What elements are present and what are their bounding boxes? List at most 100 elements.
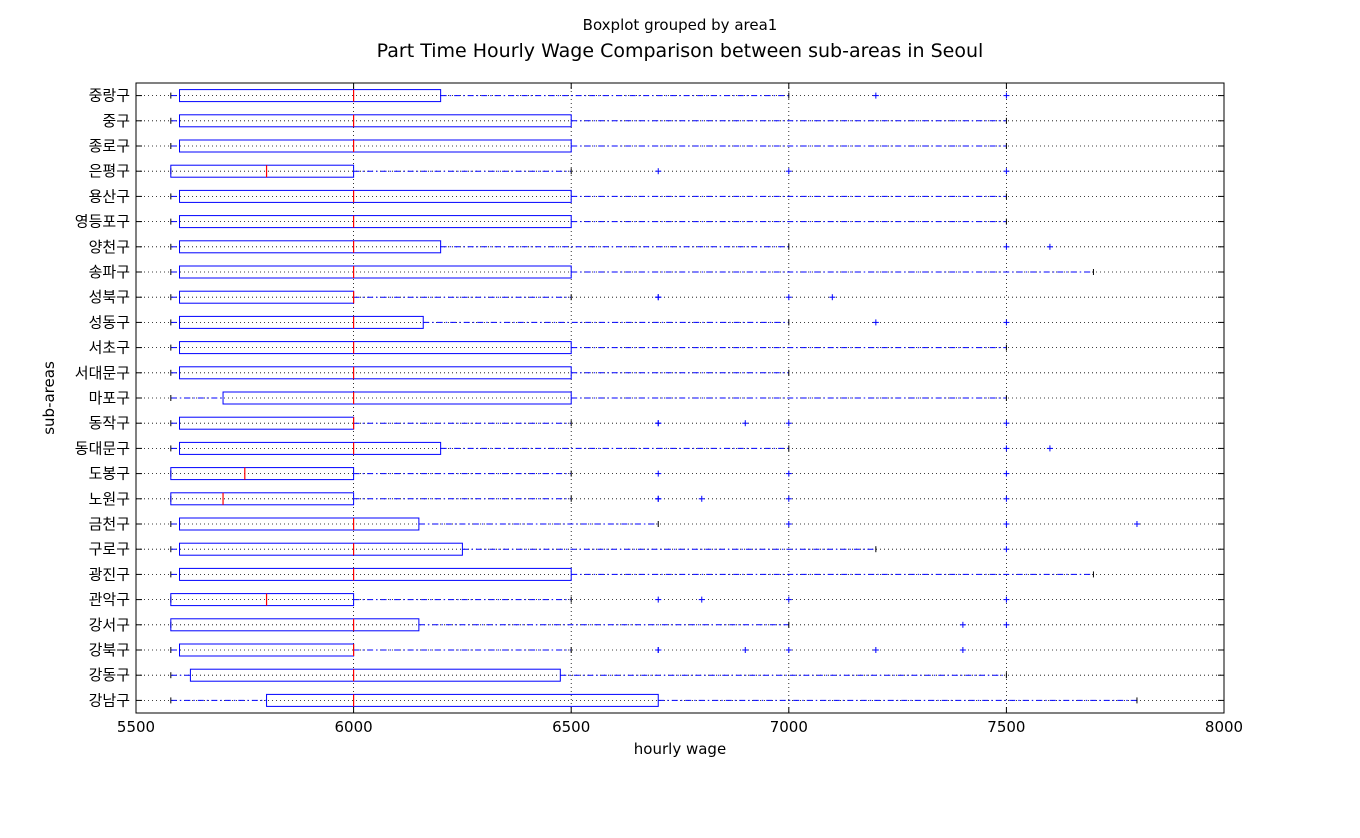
- y-tick-label: 강남구: [89, 691, 130, 709]
- y-tick-label: 마포구: [89, 389, 130, 407]
- y-tick-label: 은평구: [89, 162, 130, 180]
- flier-marker: [655, 470, 662, 477]
- box-iqr: [179, 441, 442, 455]
- y-tick-label: 서초구: [89, 339, 130, 357]
- flier-marker: [785, 596, 792, 603]
- box-iqr: [179, 215, 572, 229]
- box-group: [170, 139, 1007, 153]
- y-tick-label: 중구: [102, 112, 130, 130]
- y-tick-label: 강북구: [89, 641, 130, 659]
- flier-marker: [655, 596, 662, 603]
- flier-marker: [785, 495, 792, 502]
- y-tick-label: 강동구: [89, 666, 130, 684]
- chart-suptitle: Boxplot grouped by area1: [583, 16, 778, 34]
- y-tick-label: 성북구: [89, 288, 130, 306]
- x-tick-label: 7500: [987, 718, 1025, 736]
- flier-marker: [1003, 596, 1010, 603]
- flier-marker: [698, 495, 705, 502]
- box-group: [170, 114, 1007, 128]
- box-group: [170, 89, 1010, 103]
- y-tick-label: 동작구: [89, 414, 130, 432]
- flier-marker: [872, 647, 879, 653]
- y-tick-label: 금천구: [89, 515, 130, 533]
- box-iqr: [170, 492, 355, 506]
- box-group: [170, 215, 1007, 229]
- box-iqr: [170, 593, 355, 607]
- box-group: [170, 240, 1053, 254]
- flier-marker: [1003, 319, 1010, 326]
- box-group: [170, 467, 1010, 481]
- box-iqr: [189, 668, 561, 682]
- box-iqr: [179, 542, 463, 556]
- flier-marker: [655, 420, 662, 427]
- y-tick-label: 동대문구: [75, 439, 130, 457]
- box-iqr: [179, 265, 572, 279]
- flier-marker: [655, 647, 662, 653]
- box-group: [170, 542, 1010, 556]
- flier-marker: [1046, 243, 1053, 250]
- flier-marker: [1133, 521, 1140, 527]
- plot-frame: [135, 82, 1225, 714]
- flier-marker: [1003, 521, 1010, 527]
- flier-marker: [785, 521, 792, 527]
- y-tick-label: 중랑구: [89, 87, 130, 105]
- flier-marker: [959, 647, 966, 653]
- y-tick-label: 송파구: [89, 263, 130, 281]
- box-group: [170, 492, 1010, 506]
- box-iqr: [266, 693, 659, 707]
- x-tick-label: 6000: [335, 718, 373, 736]
- box-group: [170, 416, 1010, 430]
- tick-layer: 5500 6000 6500 7000 7500 8000 강남구 강동구 강북구 강서구 관악구 광…: [75, 83, 1243, 736]
- flier-marker: [959, 621, 966, 628]
- box-group: [170, 189, 1007, 203]
- y-tick-label: 종로구: [89, 137, 130, 155]
- box-group: [170, 265, 1094, 279]
- box-group: [170, 290, 836, 304]
- flier-marker: [655, 168, 662, 175]
- box-iqr: [222, 391, 572, 405]
- flier-marker: [1003, 445, 1010, 452]
- box-group: [170, 164, 1010, 178]
- x-tick-label: 5500: [117, 718, 155, 736]
- y-tick-label: 구로구: [89, 540, 130, 558]
- box-group: [170, 593, 1010, 607]
- box-iqr: [179, 315, 424, 329]
- flier-marker: [1003, 243, 1010, 250]
- flier-marker: [1003, 495, 1010, 502]
- box-group: [170, 668, 1007, 682]
- flier-marker: [872, 92, 879, 99]
- flier-marker: [829, 294, 836, 301]
- flier-marker: [742, 647, 749, 653]
- y-tick-label: 양천구: [89, 238, 130, 256]
- box-group: [170, 643, 966, 657]
- flier-marker: [872, 319, 879, 326]
- flier-marker: [1003, 92, 1010, 99]
- box-iqr: [170, 467, 355, 481]
- flier-marker: [698, 596, 705, 603]
- flier-marker: [655, 294, 662, 301]
- box-group: [170, 517, 1140, 531]
- x-tick-label: 7000: [770, 718, 808, 736]
- flier-marker: [785, 647, 792, 653]
- flier-marker: [655, 495, 662, 502]
- flier-marker: [1046, 445, 1053, 452]
- flier-marker: [1003, 470, 1010, 477]
- box-iqr: [170, 618, 420, 632]
- y-tick-label: 도봉구: [89, 465, 130, 483]
- flier-marker: [1003, 168, 1010, 175]
- box-group: [170, 567, 1094, 581]
- box-iqr: [179, 139, 572, 153]
- flier-marker: [785, 420, 792, 427]
- y-tick-label: 강서구: [89, 616, 130, 634]
- box-group: [170, 391, 1007, 405]
- y-axis-label: sub-areas: [40, 361, 58, 435]
- box-iqr: [179, 89, 442, 103]
- x-tick-label: 8000: [1205, 718, 1243, 736]
- box-iqr: [179, 240, 442, 254]
- box-group: [170, 315, 1010, 329]
- box-iqr: [170, 164, 355, 178]
- box-layer: [170, 89, 1140, 707]
- y-tick-label: 영등포구: [75, 213, 130, 231]
- y-tick-label: 광진구: [89, 565, 130, 583]
